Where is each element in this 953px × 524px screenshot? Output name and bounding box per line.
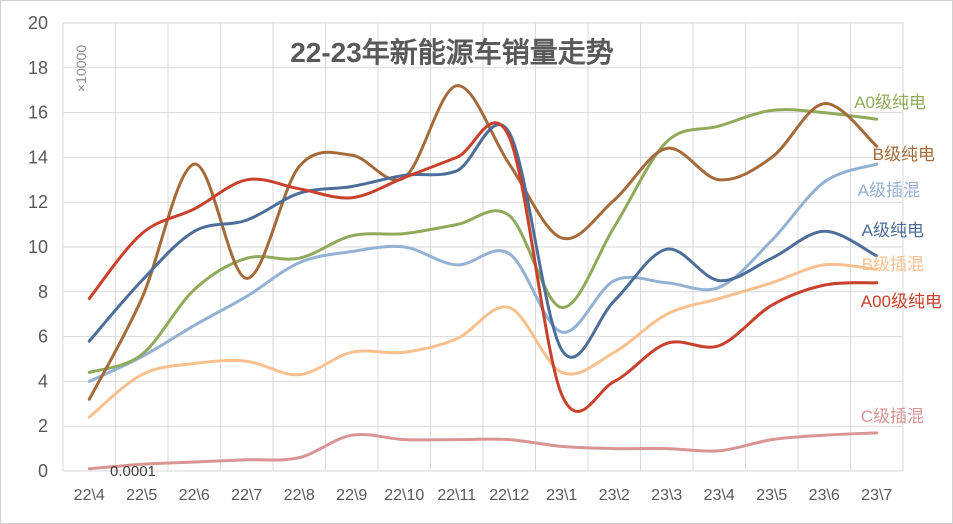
- x-tick-label: 22\4: [74, 487, 105, 504]
- y-tick-label: 2: [38, 416, 48, 436]
- series-label: B级纯电: [873, 145, 935, 164]
- y-tick-label: 20: [28, 13, 48, 33]
- x-tick-label: 23\6: [809, 487, 840, 504]
- y-tick-label: 16: [28, 103, 48, 123]
- y-tick-label: 10: [28, 237, 48, 257]
- y-tick-label: 6: [38, 327, 48, 347]
- x-tick-label: 22\7: [231, 487, 262, 504]
- x-tick-label: 23\7: [861, 487, 892, 504]
- x-tick-label: 23\1: [546, 487, 577, 504]
- x-tick-label: 22\6: [179, 487, 210, 504]
- series-label: A级纯电: [862, 221, 924, 240]
- y-tick-label: 8: [38, 282, 48, 302]
- y-tick-label: 0: [38, 461, 48, 481]
- series-label: C级插混: [861, 407, 924, 426]
- gridlines: [62, 22, 904, 472]
- y-axis-ticks: 0 2 4 6 8 10 12 14 16 18 20: [28, 13, 48, 481]
- series-label: B级插混: [862, 255, 924, 274]
- x-tick-label: 22\12: [489, 487, 529, 504]
- series-line-5: [87, 121, 879, 413]
- y-tick-label: 18: [28, 58, 48, 78]
- x-tick-label: 23\5: [756, 487, 787, 504]
- series-lines: [87, 84, 879, 471]
- series-labels: A0级纯电 B级纯电 A级插混 A级纯电 B级插混 A00级纯电 C级插混: [854, 93, 942, 426]
- y-tick-label: 14: [28, 147, 48, 167]
- annotation-label: 0.0001: [110, 463, 156, 480]
- x-tick-label: 23\3: [651, 487, 682, 504]
- series-line-2: [87, 162, 879, 383]
- x-tick-label: 23\2: [599, 487, 630, 504]
- y-tick-label: 12: [28, 192, 48, 212]
- x-tick-label: 23\4: [704, 487, 735, 504]
- y-tick-label: 4: [38, 371, 48, 391]
- series-line-4: [87, 262, 879, 419]
- x-tick-label: 22\5: [126, 487, 157, 504]
- x-tick-label: 22\10: [384, 487, 424, 504]
- x-tick-label: 22\9: [336, 487, 367, 504]
- series-label: A级插混: [858, 181, 920, 200]
- series-line-6: [87, 431, 879, 471]
- series-line-0: [87, 108, 879, 374]
- chart-title: 22-23年新能源车销量走势: [290, 36, 614, 68]
- series-label: A00级纯电: [861, 292, 942, 311]
- x-tick-label: 22\8: [284, 487, 315, 504]
- unit-label: ×10000: [73, 45, 89, 92]
- x-axis-ticks: 22\4 22\5 22\6 22\7 22\8 22\9 22\10 22\11 22\12 2…: [74, 487, 893, 504]
- series-line-3: [87, 123, 879, 359]
- series-label: A0级纯电: [854, 93, 926, 112]
- series-line-1: [87, 84, 879, 401]
- x-tick-label: 22\11: [437, 487, 476, 504]
